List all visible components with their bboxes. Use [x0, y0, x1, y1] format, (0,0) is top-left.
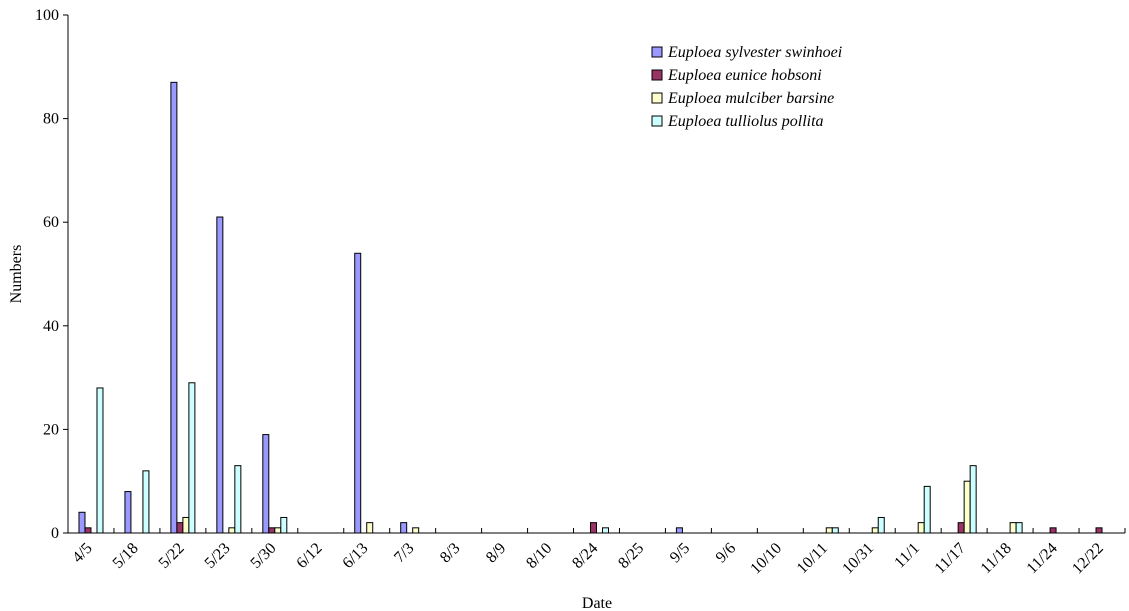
x-tick-label: 9/6	[713, 540, 739, 566]
bar	[1049, 527, 1057, 534]
legend-label: Euploea eunice hobsoni	[667, 67, 822, 84]
x-tick-label: 5/30	[247, 540, 279, 572]
x-tick-label: 6/12	[293, 540, 325, 572]
x-tick-label: 8/24	[569, 540, 601, 572]
legend: Euploea sylvester swinhoei Euploea eunice…	[651, 44, 842, 130]
bar	[234, 465, 242, 534]
bar	[969, 465, 977, 534]
y-axis-title: Numbers	[8, 245, 25, 304]
x-ticks: 4/5 5/18 5/22 5/23 5/30 6/12 6/13 7/3 8/3 8/9 8/10…	[67, 528, 1126, 578]
bar	[84, 527, 92, 534]
bar	[825, 527, 833, 534]
bar	[675, 527, 683, 534]
bar	[831, 527, 839, 534]
bar	[1009, 522, 1017, 534]
x-axis-title: Date	[582, 595, 612, 611]
bar	[228, 527, 236, 534]
x-tick-label: 10/10	[747, 540, 785, 578]
x-tick-label: 9/5	[667, 540, 693, 566]
bar	[124, 491, 132, 534]
bar	[963, 480, 971, 534]
x-tick-label: 4/5	[69, 540, 95, 566]
legend-label: Euploea tulliolus pollita	[667, 113, 824, 130]
bar	[188, 382, 196, 534]
legend-swatch	[651, 92, 663, 104]
legend-swatch	[651, 46, 663, 58]
x-tick-label: 8/9	[483, 540, 509, 566]
bar	[1095, 527, 1103, 534]
bar	[182, 516, 190, 534]
y-tick-label: 0	[51, 525, 59, 542]
y-tick-label: 80	[43, 111, 59, 128]
bar	[366, 522, 374, 534]
bar	[262, 434, 270, 534]
x-tick-label: 12/22	[1069, 540, 1107, 578]
bar	[78, 511, 86, 534]
bar	[142, 470, 150, 534]
x-tick-label: 11/18	[978, 540, 1015, 577]
legend-swatch	[651, 69, 663, 81]
x-tick-label: 5/22	[156, 540, 188, 572]
x-tick-label: 8/3	[437, 540, 463, 566]
bar	[602, 527, 609, 534]
bar	[590, 522, 597, 534]
legend-swatch	[651, 115, 663, 127]
y-tick-label: 60	[43, 214, 59, 231]
bars	[78, 81, 1103, 534]
axes	[67, 15, 1125, 534]
bar	[877, 516, 885, 534]
x-tick-label: 6/13	[339, 540, 371, 572]
bar	[176, 522, 184, 534]
bar	[96, 387, 104, 534]
x-tick-label: 11/24	[1024, 540, 1061, 577]
y-tick-label: 100	[35, 7, 59, 24]
bar	[923, 485, 931, 534]
bar	[412, 527, 420, 534]
y-tick-label: 20	[43, 421, 59, 438]
legend-label: Euploea mulciber barsine	[667, 90, 834, 107]
x-tick-label: 8/10	[523, 540, 555, 572]
bar	[957, 522, 965, 534]
bar	[400, 522, 408, 534]
bar	[216, 216, 224, 534]
bar	[280, 516, 288, 534]
bar	[274, 527, 282, 534]
x-tick-label: 11/17	[932, 540, 969, 577]
y-ticks: 0 20 40 60 80 100	[35, 7, 68, 542]
legend-label: Euploea sylvester swinhoei	[667, 44, 842, 61]
x-tick-label: 8/25	[615, 540, 647, 572]
bar	[170, 81, 178, 534]
bar	[268, 527, 276, 534]
bar	[354, 252, 362, 534]
bar	[1015, 522, 1023, 534]
x-tick-label: 5/23	[202, 540, 234, 572]
x-tick-label: 10/11	[794, 540, 831, 577]
x-tick-label: 7/3	[391, 540, 417, 566]
bar	[871, 527, 879, 534]
bar	[917, 522, 925, 534]
y-tick-label: 40	[43, 318, 59, 335]
x-tick-label: 10/31	[839, 540, 877, 578]
x-tick-label: 5/18	[110, 540, 142, 572]
x-tick-label: 11/1	[891, 540, 923, 572]
